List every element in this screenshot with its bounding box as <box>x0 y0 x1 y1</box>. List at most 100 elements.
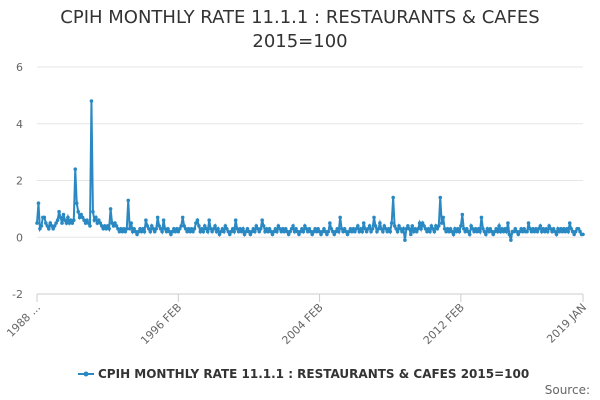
data-point <box>39 224 44 228</box>
data-point <box>538 224 543 228</box>
data-point <box>51 226 55 231</box>
data-point <box>285 229 289 234</box>
data-point <box>488 226 493 231</box>
data-point <box>504 229 509 234</box>
data-point <box>479 215 484 220</box>
data-point <box>526 221 531 225</box>
data-point <box>194 221 198 225</box>
data-point <box>241 226 245 231</box>
data-point <box>519 226 523 231</box>
data-point <box>339 226 344 231</box>
data-point <box>54 221 58 225</box>
data-point <box>253 229 257 234</box>
data-point <box>535 229 540 234</box>
data-point <box>541 226 546 231</box>
data-point <box>353 229 357 234</box>
x-tick-label: 2012 FEB <box>421 301 467 347</box>
data-point <box>562 226 566 231</box>
data-point <box>442 226 447 231</box>
data-point <box>553 229 557 234</box>
data-point <box>42 215 47 220</box>
data-point <box>123 229 128 234</box>
data-point <box>233 218 238 223</box>
data-point <box>276 224 281 228</box>
data-point <box>478 229 482 234</box>
data-point <box>551 226 556 231</box>
data-point <box>263 229 267 234</box>
data-point <box>157 224 161 228</box>
y-tick-label: 0 <box>16 231 23 244</box>
data-point <box>386 226 391 231</box>
data-point <box>383 226 388 231</box>
data-point <box>245 226 250 231</box>
data-point <box>213 224 217 228</box>
data-point <box>534 226 538 231</box>
data-point <box>460 212 465 217</box>
data-point <box>266 229 270 234</box>
data-point <box>532 229 537 234</box>
data-point <box>36 201 41 205</box>
data-point <box>481 226 485 231</box>
data-point <box>76 209 81 214</box>
data-point <box>578 229 582 234</box>
data-point <box>456 226 460 231</box>
data-point <box>404 226 409 231</box>
data-point <box>188 229 192 234</box>
data-point <box>251 226 256 231</box>
data-point <box>459 224 463 228</box>
data-point <box>385 229 390 234</box>
data-point <box>295 229 300 234</box>
data-point <box>305 229 310 234</box>
data-point <box>311 229 316 234</box>
data-point <box>331 229 335 234</box>
data-point <box>310 232 315 237</box>
data-point <box>406 224 410 228</box>
data-point <box>303 224 307 228</box>
data-point <box>189 226 194 231</box>
data-point <box>522 226 526 231</box>
data-point <box>475 229 479 234</box>
data-point <box>130 229 135 234</box>
data-point <box>164 229 169 234</box>
data-point <box>351 226 356 231</box>
data-point <box>425 229 429 234</box>
data-point <box>205 229 210 234</box>
data-point <box>325 232 329 237</box>
data-point <box>108 207 113 211</box>
data-point <box>422 224 426 228</box>
data-point <box>512 229 516 234</box>
data-point <box>420 221 425 225</box>
data-point <box>537 226 541 231</box>
data-point <box>576 226 581 231</box>
data-point <box>238 226 242 231</box>
data-point <box>92 218 97 223</box>
data-point <box>71 218 76 223</box>
data-point <box>513 226 518 231</box>
y-tick-label: 4 <box>16 118 23 131</box>
data-point <box>431 226 435 231</box>
data-point <box>556 226 560 231</box>
data-point <box>111 224 116 228</box>
data-point <box>120 229 125 234</box>
data-point <box>255 226 260 231</box>
data-point <box>179 224 184 228</box>
data-point <box>472 229 476 234</box>
data-point <box>347 229 351 234</box>
data-point <box>375 229 379 234</box>
data-point <box>444 229 448 234</box>
data-point <box>520 229 525 234</box>
data-point <box>429 224 434 228</box>
data-point <box>217 232 222 237</box>
data-point <box>428 229 432 234</box>
data-point <box>227 232 232 237</box>
data-point <box>182 224 186 228</box>
data-point <box>77 215 82 220</box>
data-point <box>204 226 209 231</box>
data-point <box>566 229 571 234</box>
data-point <box>453 226 457 231</box>
data-point <box>401 226 406 231</box>
data-point <box>492 229 497 234</box>
data-point <box>136 229 141 234</box>
data-point <box>113 221 117 225</box>
